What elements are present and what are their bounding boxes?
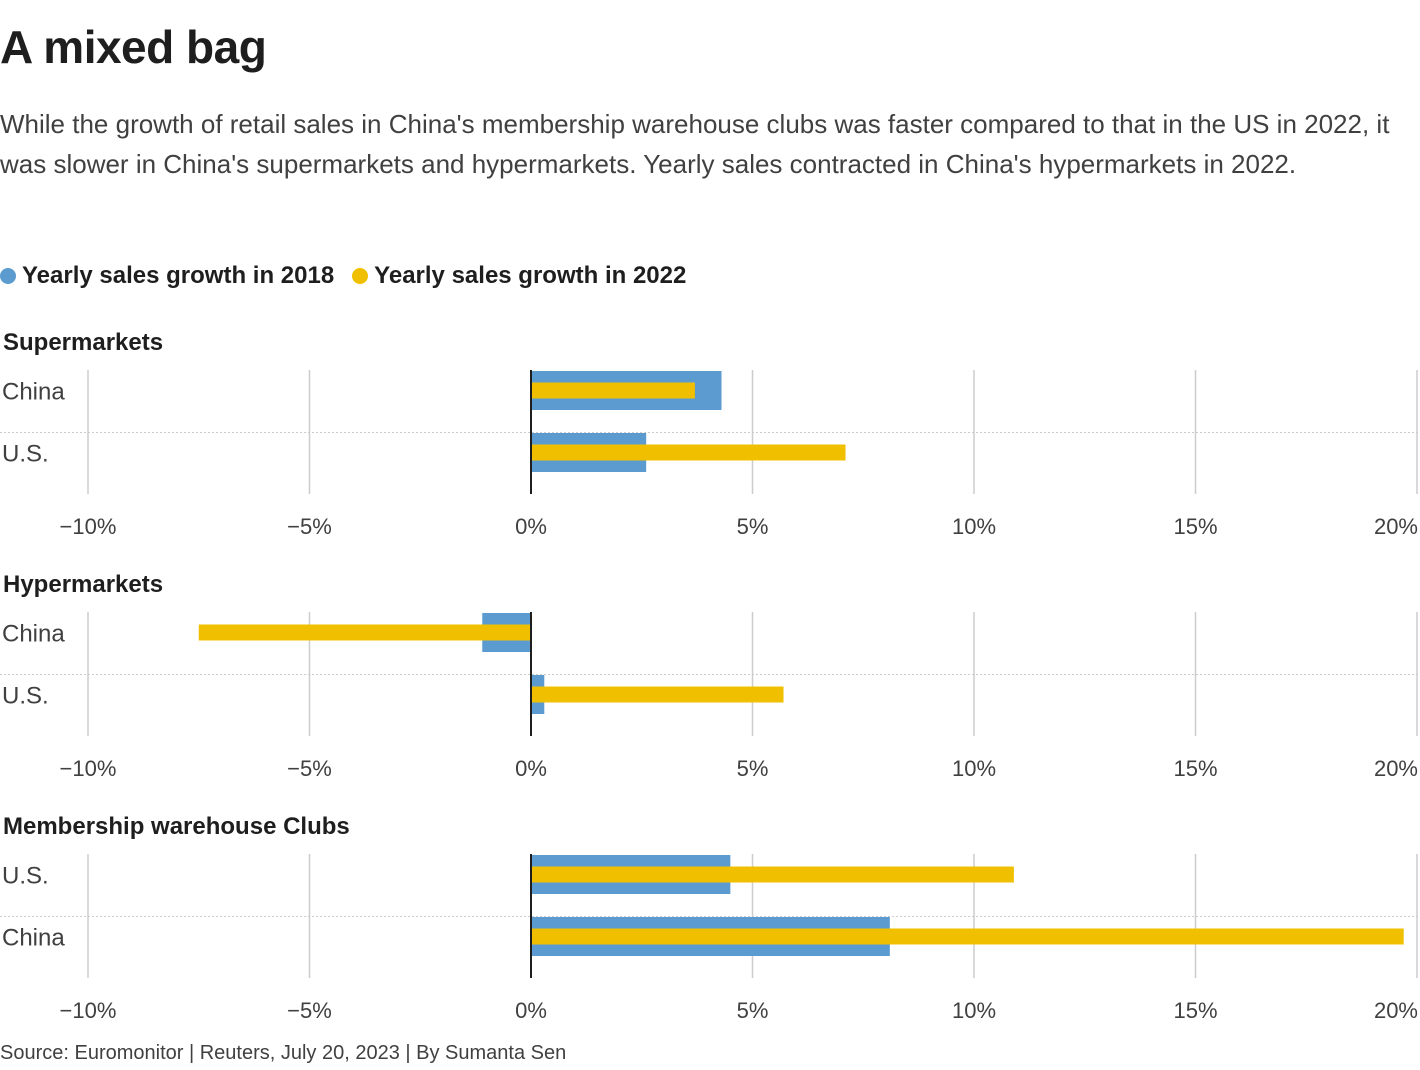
x-tick-label: 5% — [737, 514, 769, 539]
x-tick-label: −5% — [287, 756, 332, 781]
x-tick-label: 10% — [952, 514, 996, 539]
x-tick-label: 10% — [952, 998, 996, 1023]
x-tick-label: −5% — [287, 514, 332, 539]
panel-title: Supermarkets — [3, 329, 163, 356]
x-tick-label: 20% — [1374, 514, 1418, 539]
bar-2022 — [198, 624, 531, 641]
x-tick-label: 0% — [515, 514, 547, 539]
legend: Yearly sales growth in 2018 Yearly sales… — [0, 262, 704, 290]
legend-swatch-2022 — [352, 268, 369, 284]
category-label: China — [2, 379, 65, 406]
x-tick-label: 10% — [952, 756, 996, 781]
x-tick-label: 15% — [1173, 998, 1217, 1023]
chart-title: A mixed bag — [0, 21, 267, 73]
panel-title: Membership warehouse Clubs — [3, 813, 350, 840]
category-label: U.S. — [2, 441, 49, 468]
bar-2022 — [531, 444, 846, 461]
bar-chart: Supermarkets China U.S. −10% −5% 0% 5% 10% 15% 20… — [0, 329, 1420, 1023]
category-label: U.S. — [2, 863, 49, 890]
x-tick-label: −10% — [60, 998, 117, 1023]
x-tick-label: 0% — [515, 998, 547, 1023]
x-tick-label: 20% — [1374, 756, 1418, 781]
x-tick-label: 0% — [515, 756, 547, 781]
chart-subtitle: While the growth of retail sales in Chin… — [0, 109, 1390, 179]
x-tick-label: −10% — [60, 756, 117, 781]
x-tick-label: 15% — [1173, 514, 1217, 539]
legend-label-2022: Yearly sales growth in 2022 — [374, 262, 687, 289]
category-label: China — [2, 925, 65, 952]
x-tick-label: −5% — [287, 998, 332, 1023]
bar-2022 — [531, 866, 1014, 883]
x-tick-label: 20% — [1374, 998, 1418, 1023]
legend-swatch-2018 — [0, 268, 16, 284]
legend-label-2018: Yearly sales growth in 2018 — [22, 262, 335, 289]
x-tick-label: 15% — [1173, 756, 1217, 781]
source-footer: Source: Euromonitor | Reuters, July 20, … — [0, 1042, 567, 1064]
legend-item-2018: Yearly sales growth in 2018 — [0, 262, 334, 290]
x-tick-label: 5% — [737, 998, 769, 1023]
bar-2022 — [531, 686, 784, 703]
category-label: China — [2, 621, 65, 648]
category-label: U.S. — [2, 683, 49, 710]
x-tick-label: −10% — [60, 514, 117, 539]
bar-2022 — [531, 928, 1404, 945]
x-tick-label: 5% — [737, 756, 769, 781]
bar-2022 — [531, 382, 695, 399]
panel-title: Hypermarkets — [3, 571, 163, 598]
legend-item-2022: Yearly sales growth in 2022 — [352, 262, 686, 290]
